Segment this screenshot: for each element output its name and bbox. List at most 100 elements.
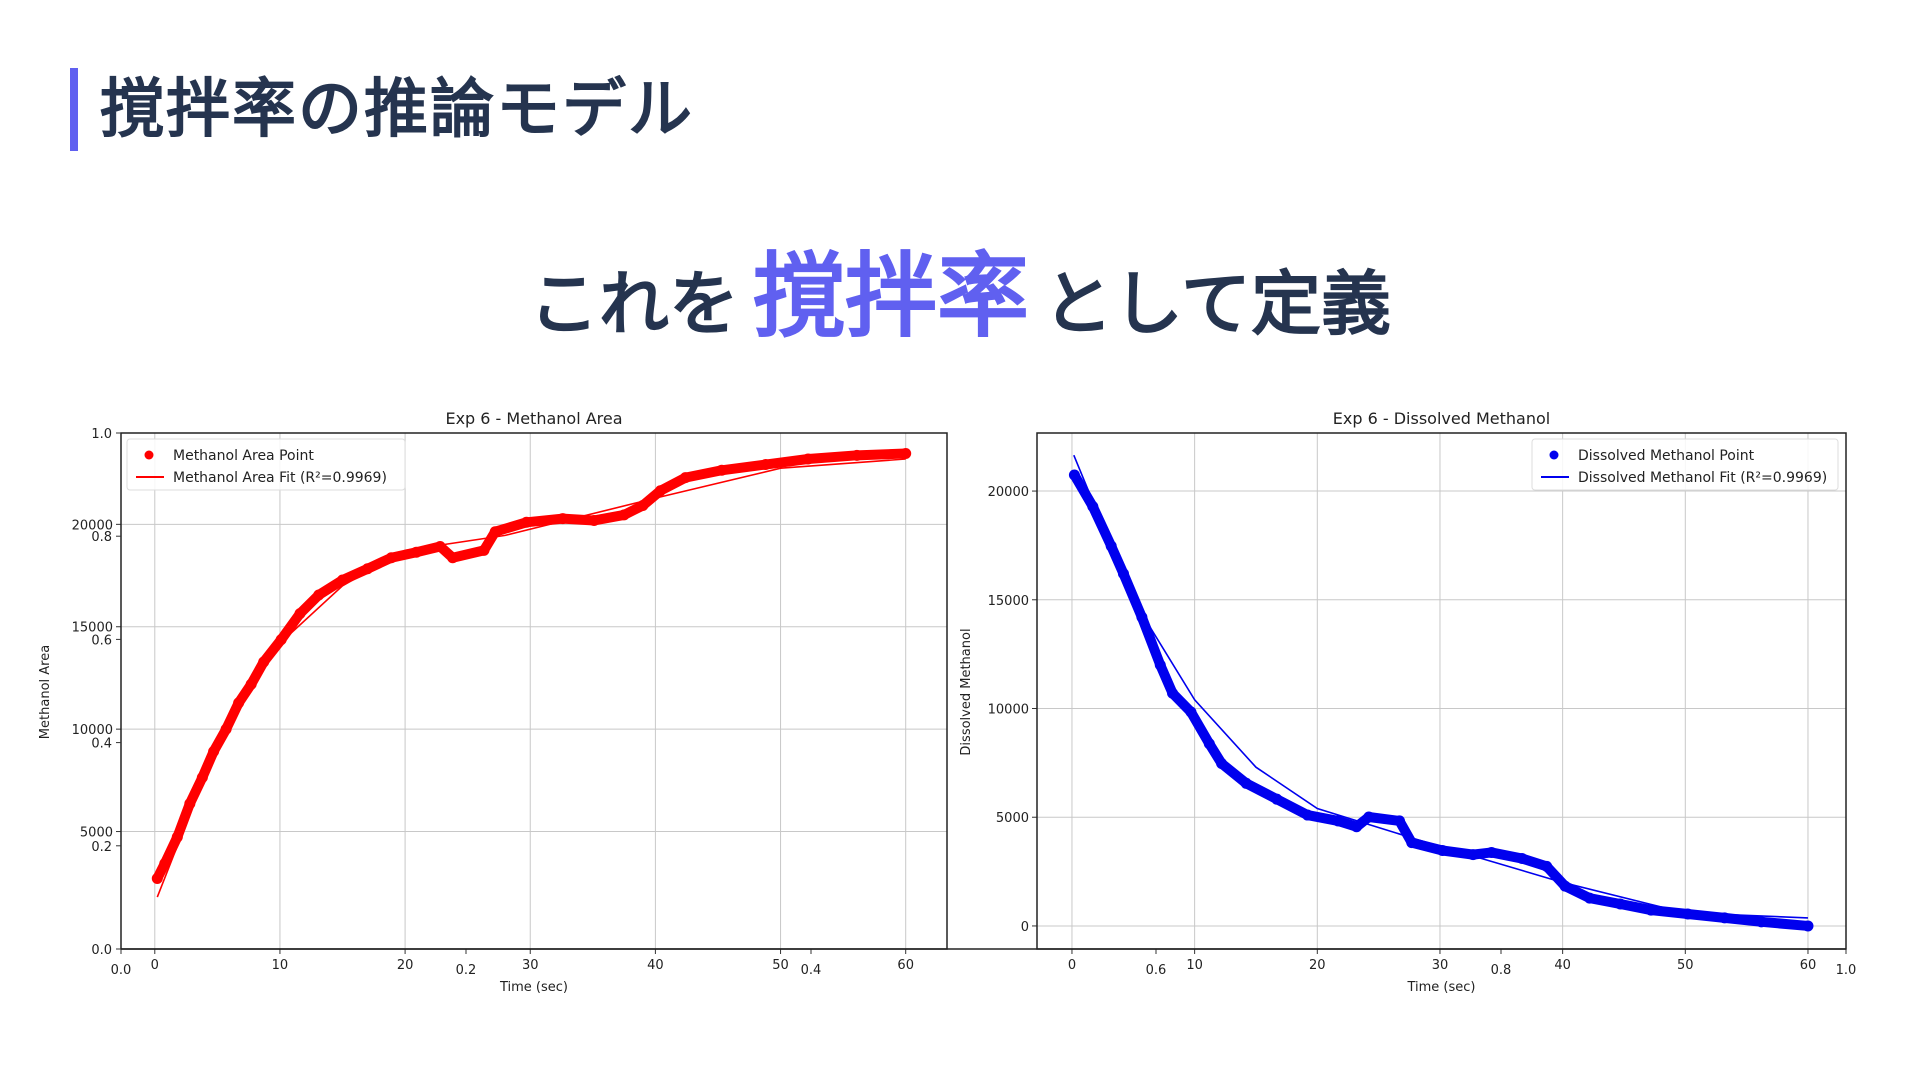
legend-marker-points — [144, 450, 154, 460]
x-tick-label: 30 — [522, 958, 539, 973]
data-point — [1406, 837, 1418, 849]
data-point — [654, 485, 666, 497]
chart-0 — [116, 432, 948, 954]
data-point — [1393, 815, 1405, 827]
y-tick-label: 20000 — [72, 518, 113, 533]
x-tick-label: 60 — [1800, 958, 1817, 973]
axes-frame — [1036, 432, 1847, 950]
data-point — [1203, 738, 1215, 750]
data-point — [1271, 793, 1283, 805]
y-tick-label: 5000 — [80, 826, 113, 841]
data-point — [618, 509, 630, 521]
x-tick-label: 60 — [897, 958, 914, 973]
data-point — [1185, 706, 1197, 718]
data-point — [588, 514, 600, 526]
y-tick-label: 10000 — [988, 703, 1029, 718]
data-point — [1584, 892, 1596, 904]
y-tick-label: 15000 — [72, 621, 113, 636]
data-point — [1136, 611, 1148, 623]
data-point — [1332, 815, 1344, 827]
page-title: 撹拌率の推論モデル — [100, 73, 694, 147]
data-point — [760, 459, 772, 471]
data-point — [1802, 920, 1814, 932]
data-point — [679, 472, 691, 484]
point-cloud — [1069, 469, 1813, 931]
chart-1 — [1032, 432, 1847, 954]
x-axis-label: Time (sec) — [499, 980, 568, 995]
x-tick-label: 10 — [272, 958, 289, 973]
data-point — [851, 449, 863, 461]
data-point — [1682, 908, 1694, 920]
legend-label: Dissolved Methanol Point — [1578, 448, 1755, 464]
x-tick-label: 20 — [1309, 958, 1326, 973]
data-point — [1154, 659, 1166, 671]
overlay-x-tick-label: 0.4 — [801, 963, 822, 978]
overlay-y-tick-label: 0.2 — [91, 840, 112, 855]
x-tick-label: 0 — [1068, 958, 1076, 973]
data-point — [716, 464, 728, 476]
fit-line — [1073, 454, 1809, 919]
y-tick-label: 15000 — [988, 594, 1029, 609]
legend-label: Dissolved Methanol Fit (R²=0.9969) — [1578, 470, 1827, 486]
legend-box — [1531, 438, 1839, 491]
data-point — [520, 516, 532, 528]
overlay-y-tick-label: 0.8 — [91, 530, 112, 545]
data-point — [151, 872, 163, 884]
overlay-x-tick-label: 0.0 — [111, 963, 132, 978]
chart-title: Exp 6 - Methanol Area — [445, 409, 622, 428]
y-tick-label: 20000 — [988, 485, 1029, 500]
data-point — [313, 589, 325, 601]
legend-marker-points — [1549, 450, 1559, 460]
y-axis-label: Dissolved Methanol — [959, 628, 974, 755]
overlay-x-tick-label: 0.6 — [1146, 963, 1167, 978]
data-point — [637, 500, 649, 512]
y-tick-label: 0 — [1021, 920, 1029, 935]
y-axis-label: Methanol Area — [38, 645, 53, 739]
data-point — [1167, 687, 1179, 699]
data-point — [1351, 821, 1363, 833]
data-point — [447, 552, 459, 564]
data-point — [362, 563, 374, 575]
x-tick-label: 30 — [1432, 958, 1449, 973]
x-tick-label: 0 — [151, 958, 159, 973]
data-point — [1068, 469, 1080, 481]
data-point — [1645, 904, 1657, 916]
subtitle-after: として定義 — [1043, 263, 1391, 345]
data-point — [802, 453, 814, 465]
overlay-y-tick-label: 0.4 — [91, 737, 112, 752]
legend-label: Methanol Area Point — [173, 448, 314, 464]
title-accent-bar — [70, 68, 78, 151]
overlay-y-tick-label: 0.0 — [91, 943, 112, 958]
subtitle-highlight: 撹拌率 — [753, 243, 1030, 350]
overlay-y-tick-label: 1.0 — [91, 427, 112, 442]
data-point — [1240, 777, 1252, 789]
data-point — [434, 540, 446, 552]
data-point — [1363, 811, 1375, 823]
x-tick-label: 40 — [1554, 958, 1571, 973]
x-tick-label: 10 — [1186, 958, 1203, 973]
chart-title: Exp 6 - Dissolved Methanol — [1333, 409, 1550, 428]
data-point — [1614, 898, 1626, 910]
data-point — [478, 544, 490, 556]
overlay-x-tick-label: 0.8 — [1491, 963, 1512, 978]
data-point — [1216, 758, 1228, 770]
legend-box — [126, 438, 406, 491]
data-point — [1516, 853, 1528, 865]
legend-label: Methanol Area Fit (R²=0.9969) — [173, 470, 387, 486]
overlay-x-tick-label: 1.0 — [1836, 963, 1857, 978]
data-point — [159, 857, 171, 869]
subtitle: これを 撹拌率 として定義 — [0, 222, 1920, 355]
data-point — [1301, 809, 1313, 821]
data-point — [275, 634, 287, 646]
point-cloud — [152, 448, 911, 884]
data-point — [337, 574, 349, 586]
data-point — [294, 608, 306, 620]
subtitle-before: これを — [529, 263, 740, 345]
x-tick-label: 50 — [1677, 958, 1694, 973]
y-tick-label: 10000 — [72, 723, 113, 738]
fit-line — [156, 458, 906, 898]
y-tick-label: 5000 — [996, 811, 1029, 826]
data-point — [489, 526, 501, 538]
data-point — [245, 678, 257, 690]
